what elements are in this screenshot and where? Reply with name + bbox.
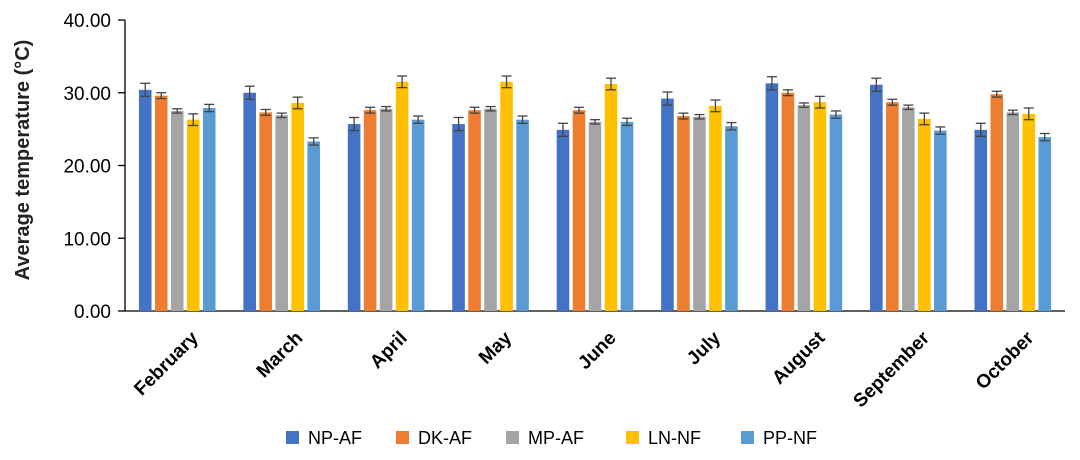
bar-np-af-march: [243, 92, 256, 311]
legend-swatch-dk-af: [396, 431, 409, 444]
bars: [138, 81, 1052, 312]
legend-label-ln-nf: LN-NF: [648, 428, 701, 448]
bar-np-af-may: [452, 124, 465, 311]
bar-ln-nf-october: [1022, 113, 1036, 311]
bar-pp-nf-september: [934, 130, 947, 311]
bar-ln-nf-april: [395, 81, 409, 312]
bar-pp-nf-june: [620, 121, 634, 311]
y-tick-label: 0.00: [74, 302, 111, 323]
legend-label-dk-af: DK-AF: [418, 428, 472, 448]
bar-mp-af-february: [170, 110, 184, 311]
bar-pp-nf-february: [202, 108, 216, 311]
bar-dk-af-june: [572, 110, 586, 312]
bar-np-af-october: [974, 129, 988, 311]
bar-dk-af-march: [259, 112, 272, 311]
bar-ln-nf-february: [186, 119, 200, 311]
bar-pp-nf-may: [516, 119, 529, 311]
x-tick-label: September: [850, 327, 935, 412]
bar-ln-nf-july: [709, 105, 722, 311]
bar-pp-nf-march: [307, 141, 320, 311]
y-ticks: 0.00 10.00 20.00 30.00 40.00: [63, 11, 125, 323]
legend-swatch-np-af: [286, 431, 299, 444]
y-tick-label: 40.00: [63, 11, 111, 32]
x-tick-label: May: [475, 327, 516, 368]
bar-pp-nf-october: [1038, 137, 1052, 311]
y-tick-label: 20.00: [63, 157, 111, 178]
bar-pp-nf-april: [411, 119, 425, 311]
bar-dk-af-february: [154, 95, 168, 311]
bar-mp-af-june: [588, 121, 602, 311]
bar-pp-nf-august: [829, 114, 843, 311]
bar-np-af-august: [765, 83, 779, 311]
bar-ln-nf-september: [918, 118, 931, 311]
x-tick-label: August: [768, 327, 830, 389]
bar-mp-af-march: [275, 115, 288, 312]
bar-np-af-april: [347, 124, 361, 311]
bar-ln-nf-june: [604, 84, 618, 312]
x-tick-label: March: [253, 328, 307, 382]
bar-dk-af-july: [677, 116, 690, 311]
x-tick-label: February: [130, 327, 203, 400]
bar-dk-af-april: [363, 110, 377, 312]
bar-ln-nf-august: [813, 102, 827, 312]
legend-swatch-pp-nf: [741, 431, 754, 444]
x-tick-labels: February March April May June July August Septe…: [130, 327, 1038, 412]
legend-label-pp-nf: PP-NF: [763, 428, 817, 448]
y-tick-label: 10.00: [63, 229, 111, 250]
legend: NP-AF DK-AF MP-AF LN-NF PP-NF: [286, 428, 817, 448]
bar-mp-af-july: [693, 116, 706, 311]
bar-dk-af-august: [781, 92, 795, 311]
y-tick-label: 30.00: [63, 84, 111, 105]
bar-dk-af-september: [886, 102, 899, 312]
x-tick-label: June: [574, 328, 620, 374]
bar-mp-af-september: [902, 107, 915, 311]
bar-ln-nf-may: [500, 81, 513, 312]
bar-dk-af-may: [468, 110, 481, 312]
bar-np-af-june: [556, 129, 570, 311]
error-bars: [140, 75, 1050, 146]
legend-label-mp-af: MP-AF: [528, 428, 584, 448]
bar-ln-nf-march: [291, 102, 304, 311]
legend-swatch-ln-nf: [626, 431, 639, 444]
legend-label-np-af: NP-AF: [308, 428, 362, 448]
bar-np-af-september: [870, 84, 883, 311]
x-tick-label: October: [972, 327, 1039, 394]
bar-mp-af-august: [797, 105, 811, 312]
legend-swatch-mp-af: [506, 431, 519, 444]
bar-pp-nf-july: [725, 126, 738, 311]
bar-dk-af-october: [990, 94, 1004, 311]
bar-np-af-february: [138, 89, 152, 311]
bar-mp-af-april: [379, 108, 393, 311]
x-tick-label: April: [366, 328, 411, 373]
bar-np-af-july: [661, 98, 674, 311]
y-axis-label-group: Average temperature (°C): [12, 40, 34, 281]
bar-mp-af-october: [1006, 112, 1020, 311]
y-axis-label: Average temperature (°C): [12, 40, 34, 281]
bar-mp-af-may: [484, 108, 497, 311]
x-tick-label: July: [683, 327, 725, 369]
